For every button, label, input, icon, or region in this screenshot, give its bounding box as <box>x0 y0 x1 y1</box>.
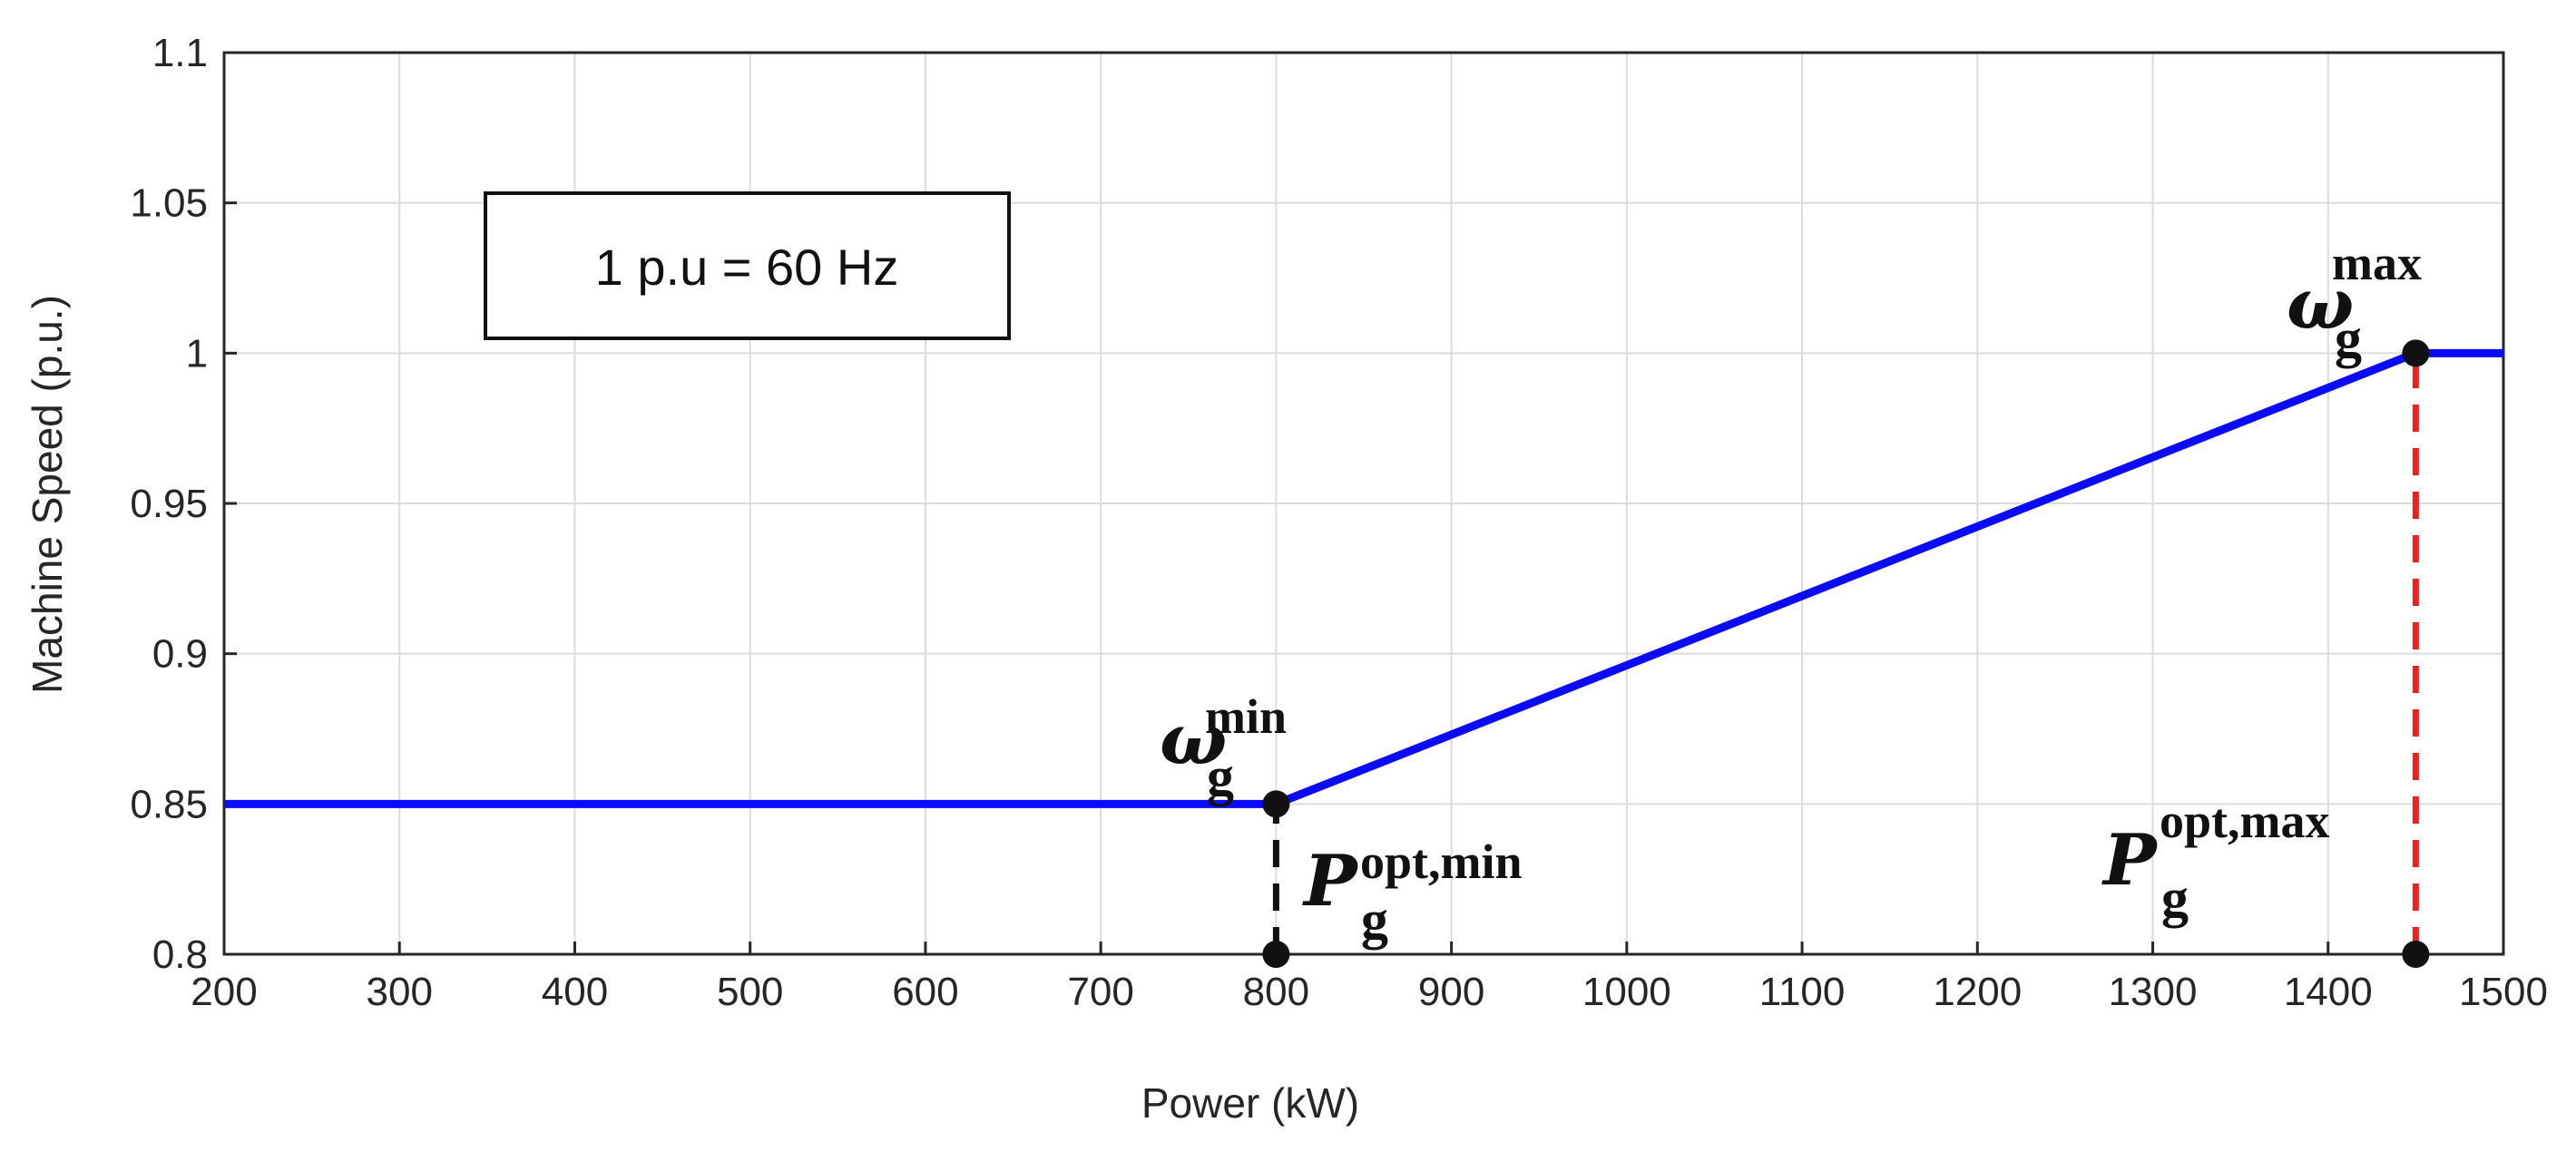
x-tick-label: 1200 <box>1933 970 2022 1014</box>
data-point-marker <box>2402 339 2430 367</box>
x-axis-label: Power (kW) <box>1141 1079 1359 1127</box>
x-tick-label: 1000 <box>1582 970 1671 1014</box>
x-tick-label: 200 <box>191 970 257 1014</box>
annotation-omega-min: ω min g <box>1160 689 1287 806</box>
annotation-p-opt-max: P opt,max g <box>2101 794 2330 928</box>
x-tick-labels: 200 300 400 500 600 700 800 900 1000 1100 1200 1300… <box>191 970 2548 1014</box>
reference-lines <box>1272 353 2419 954</box>
annotation-p-opt-min-sub: g <box>1361 890 1388 950</box>
x-tick-label: 1300 <box>2109 970 2198 1014</box>
x-tick-label: 600 <box>892 970 958 1014</box>
annotation-omega-min-sup: min <box>1205 689 1287 744</box>
y-tick-label: 0.95 <box>130 482 208 526</box>
annotation-omega-max-main: ω <box>2287 263 2354 346</box>
annotation-p-opt-max-sub: g <box>2161 868 2189 928</box>
unit-note-text: 1 p.u = 60 Hz <box>595 239 899 296</box>
annotation-p-opt-min: P opt,min g <box>1302 835 1523 950</box>
y-tick-label: 1 <box>186 331 208 376</box>
y-tick-label: 1.1 <box>152 31 208 75</box>
annotation-p-opt-min-main: P <box>1302 840 1359 923</box>
annotation-omega-max-sup: max <box>2332 236 2422 290</box>
data-point-marker <box>2402 941 2430 968</box>
x-tick-label: 900 <box>1418 970 1484 1014</box>
x-tick-label: 500 <box>717 970 783 1014</box>
x-tick-label: 1500 <box>2459 970 2548 1014</box>
annotation-p-opt-min-sup: opt,min <box>1360 835 1523 889</box>
x-tick-label: 1100 <box>1759 970 1846 1014</box>
markers <box>1262 339 2430 968</box>
unit-note-box <box>484 191 1011 340</box>
series-layer <box>224 348 2503 808</box>
annotation-omega-max-sub: g <box>2335 308 2362 368</box>
x-tick-label: 300 <box>367 970 433 1014</box>
data-point-marker <box>1262 790 1290 818</box>
x-tick-label: 700 <box>1067 970 1133 1014</box>
y-tick-label: 0.8 <box>152 932 208 977</box>
x-tick-label: 800 <box>1243 970 1309 1014</box>
annotation-p-opt-max-main: P <box>2101 819 2159 902</box>
annotation-omega-min-main: ω <box>1160 698 1227 781</box>
annotation-omega-min-sub: g <box>1207 747 1234 806</box>
y-tick-labels: 0.8 0.85 0.9 0.95 1 1.05 1.1 <box>130 31 208 977</box>
annotation-p-opt-max-sup: opt,max <box>2160 794 2330 848</box>
annotation-omega-max: ω max g <box>2287 236 2422 368</box>
series-line <box>224 348 2503 808</box>
y-axis-label: Machine Speed (p.u.) <box>24 295 71 694</box>
x-tick-label: 400 <box>542 970 608 1014</box>
y-tick-label: 1.05 <box>130 181 208 226</box>
y-tick-label: 0.85 <box>130 782 208 826</box>
data-point-marker <box>1262 941 1290 968</box>
unit-note: 1 p.u = 60 Hz <box>484 191 1011 340</box>
x-tick-label: 1400 <box>2284 970 2373 1014</box>
plot-area-frame <box>222 51 2505 956</box>
y-tick-label: 0.9 <box>152 632 208 677</box>
